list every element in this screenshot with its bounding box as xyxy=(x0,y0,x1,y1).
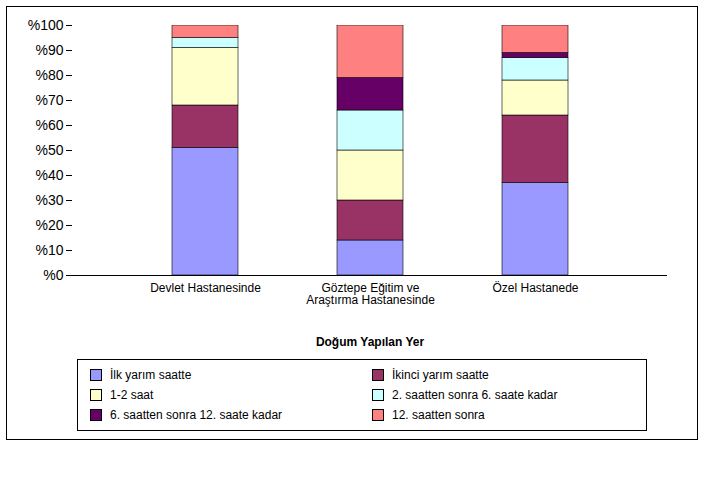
html-text:1-2 saat: 1-2 saat xyxy=(110,388,154,402)
svg-text:%20: %20 xyxy=(35,217,63,233)
svg-text:Özel Hastanede: Özel Hastanede xyxy=(492,281,578,295)
svg-text:%90: %90 xyxy=(35,42,63,58)
svg-text:%50: %50 xyxy=(35,142,63,158)
svg-text:%10: %10 xyxy=(35,242,63,258)
svg-text:%60: %60 xyxy=(35,117,63,133)
svg-text:%30: %30 xyxy=(35,192,63,208)
html-text:İkinci yarım saatte: İkinci yarım saatte xyxy=(392,368,489,382)
svg-text:%40: %40 xyxy=(35,167,63,183)
svg-text:Göztepe Eğitim veAraştırma Has: Göztepe Eğitim veAraştırma Hastanesinde xyxy=(306,281,435,307)
svg-text:%80: %80 xyxy=(35,67,63,83)
svg-text:Doğum Yapılan Yer: Doğum Yapılan Yer xyxy=(316,335,425,349)
svg-text:Devlet Hastanesinde: Devlet Hastanesinde xyxy=(150,281,261,295)
html-text:İlk yarım saatte: İlk yarım saatte xyxy=(110,368,192,382)
html-text:6. saatten sonra 12. saate kad: 6. saatten sonra 12. saate kadar xyxy=(110,408,283,422)
svg-text:%70: %70 xyxy=(35,92,63,108)
html-text:12. saatten sonra: 12. saatten sonra xyxy=(392,408,485,422)
html-text:2. saatten sonra 6. saate kada: 2. saatten sonra 6. saate kadar xyxy=(392,388,558,402)
svg-text:%0: %0 xyxy=(43,267,63,283)
svg-text:%100: %100 xyxy=(28,17,64,33)
